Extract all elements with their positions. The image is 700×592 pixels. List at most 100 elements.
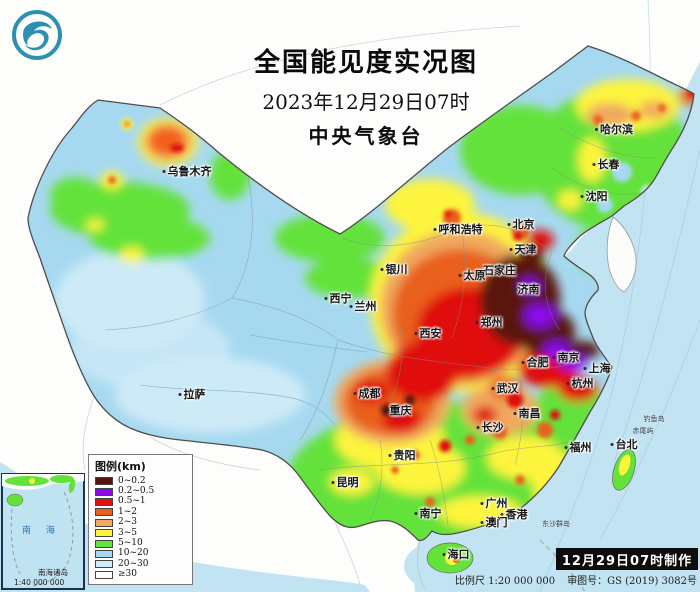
city-label: 南京 [552,349,580,365]
legend-swatch [95,518,113,527]
city-marker-dot [552,355,556,359]
legend-swatch [95,539,113,548]
legend-item: 20~30 [95,559,187,569]
sea-island-label: 东沙群岛 [542,520,570,528]
city-marker-dot [592,162,596,166]
city-label: 石家庄 [478,262,516,278]
city-label: 上海 [583,360,611,376]
legend-range-label: 0~0.2 [118,475,146,486]
city-marker-dot [162,169,166,173]
city-name: 天津 [514,243,537,256]
city-label: 西宁 [324,290,352,306]
city-label: 合肥 [521,354,549,370]
city-label: 北京 [507,216,535,232]
city-label: 南宁 [414,505,442,521]
city-name: 沈阳 [585,190,608,203]
legend-rows: 0~0.2 0.2~0.5 0.5~1 1~2 2~3 3~5 5~10 10~20 20~30… [95,476,187,580]
city-marker-dot [480,501,484,505]
city-label: 太原 [458,267,486,283]
legend-range-label: ≥30 [118,569,137,580]
legend-range-label: 20~30 [118,558,149,569]
city-marker-dot [476,425,480,429]
city-name: 太原 [463,269,486,282]
city-marker-dot [388,453,392,457]
city-marker-dot [178,392,182,396]
city-marker-dot [509,247,513,251]
legend-item: 0.2~0.5 [95,486,187,496]
city-label: 哈尔滨 [595,121,633,137]
legend-swatch [95,570,113,579]
production-time-badge: 12月29日07时制作 [556,548,698,570]
city-name: 重庆 [389,404,412,417]
neighbour-borders [82,25,521,591]
city-label: 澳门 [480,514,508,530]
city-label: 郑州 [475,314,503,330]
city-name: 长春 [597,158,620,171]
legend-swatch [95,560,113,569]
city-marker-dot [566,381,570,385]
city-label: 拉萨 [178,386,206,402]
inset-scale: 1:40 000 000 [14,578,65,587]
inset-map [1,473,85,590]
city-label: 武汉 [491,380,519,396]
city-name: 西宁 [329,292,352,305]
city-name: 银川 [385,263,408,276]
city-marker-dot [507,222,511,226]
city-name: 北京 [512,218,535,231]
city-marker-dot [414,511,418,515]
legend-swatch [95,549,113,558]
city-marker-dot [353,391,357,395]
city-label: 香港 [500,506,528,522]
city-name: 济南 [517,283,540,296]
city-marker-dot [513,411,517,415]
legend-item: 2~3 [95,518,187,528]
city-label: 天津 [509,241,537,257]
city-name: 武汉 [496,382,519,395]
legend-swatch [95,487,113,496]
city-marker-dot [521,360,525,364]
city-marker-dot [324,296,328,300]
city-name: 南宁 [419,507,442,520]
city-label: 杭州 [566,375,594,391]
city-name: 南昌 [518,407,541,420]
legend-box: 图例(km) 0~0.2 0.2~0.5 0.5~1 1~2 2~3 3~5 5~10 10~… [88,454,193,585]
city-name: 澳门 [485,516,508,529]
city-name: 福州 [569,441,592,454]
rivers [139,334,369,426]
city-label: 长沙 [476,419,504,435]
city-label: 成都 [353,385,381,401]
city-name: 贵阳 [393,449,416,462]
city-name: 杭州 [571,377,594,390]
city-name: 乌鲁木齐 [167,165,212,178]
city-label: 乌鲁木齐 [162,163,212,179]
city-label: 济南 [512,281,540,297]
city-label: 长春 [592,156,620,172]
city-label: 兰州 [349,298,377,314]
city-name: 兰州 [354,300,377,313]
city-label: 南昌 [513,405,541,421]
city-name: 石家庄 [483,264,516,277]
city-marker-dot [433,227,437,231]
sea-island-label: 钓鱼岛 [643,415,665,423]
legend-item: 5~10 [95,538,187,548]
hainan-island [426,542,474,574]
province-borders [104,127,656,526]
legend-swatch [95,529,113,538]
cma-logo-icon [12,10,62,60]
legend-swatch [95,508,113,517]
city-label: 海口 [442,546,470,562]
city-name: 长沙 [481,421,504,434]
city-marker-dot [564,445,568,449]
inset-sea-name: 南 海 [22,526,61,536]
city-label: 呼和浩特 [433,221,483,237]
visibility-blobs [50,79,694,541]
city-marker-dot [475,320,479,324]
city-name: 昆明 [336,476,359,489]
city-name: 香港 [505,508,528,521]
legend-range-label: 1~2 [118,506,137,517]
city-marker-dot [491,386,495,390]
scale-label: 比例尺 1:20 000 000 [454,576,556,587]
city-marker-dot [610,442,614,446]
